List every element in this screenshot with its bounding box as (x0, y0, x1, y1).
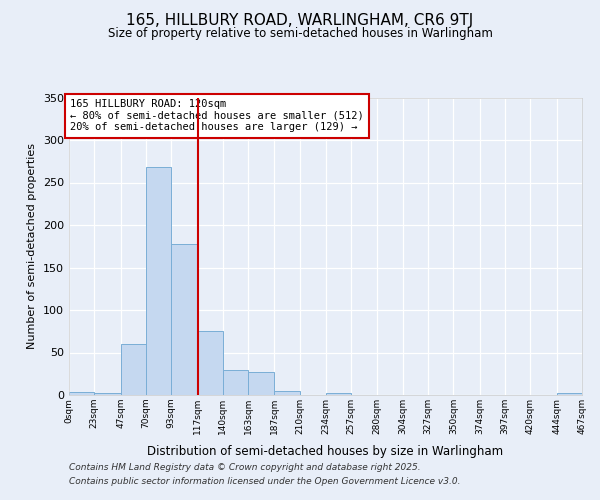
Bar (197, 331, 223, 395)
Bar (557, 394, 582, 395)
Bar (171, 244, 197, 395)
Bar (121, 344, 146, 395)
Bar (69, 392, 94, 395)
Bar (146, 167, 171, 395)
Y-axis label: Number of semi-detached properties: Number of semi-detached properties (28, 143, 37, 350)
Bar (223, 370, 248, 395)
Text: Contains public sector information licensed under the Open Government Licence v3: Contains public sector information licen… (69, 477, 461, 486)
Text: Size of property relative to semi-detached houses in Warlingham: Size of property relative to semi-detach… (107, 26, 493, 40)
Bar (274, 391, 299, 395)
X-axis label: Distribution of semi-detached houses by size in Warlingham: Distribution of semi-detached houses by … (148, 446, 503, 458)
Bar (248, 372, 274, 395)
Text: Contains HM Land Registry data © Crown copyright and database right 2025.: Contains HM Land Registry data © Crown c… (69, 464, 421, 472)
Text: 165, HILLBURY ROAD, WARLINGHAM, CR6 9TJ: 165, HILLBURY ROAD, WARLINGHAM, CR6 9TJ (127, 12, 473, 28)
Bar (326, 394, 352, 395)
Bar (94, 394, 121, 395)
Text: 165 HILLBURY ROAD: 120sqm
← 80% of semi-detached houses are smaller (512)
20% of: 165 HILLBURY ROAD: 120sqm ← 80% of semi-… (70, 99, 364, 132)
